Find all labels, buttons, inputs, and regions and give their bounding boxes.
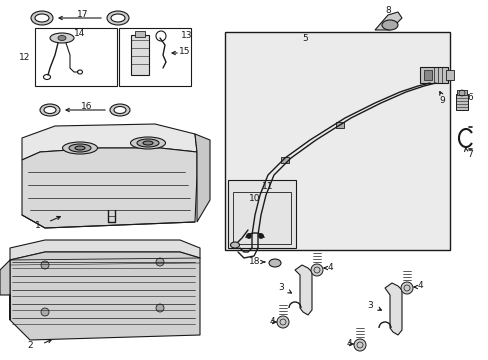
Text: 9: 9 [438, 95, 444, 104]
Ellipse shape [114, 107, 126, 113]
Text: 17: 17 [77, 9, 88, 18]
Text: 2: 2 [27, 342, 33, 351]
Bar [281, 157, 288, 163]
Bar [227, 180, 295, 248]
Ellipse shape [58, 36, 66, 41]
Text: 4: 4 [346, 339, 351, 348]
Polygon shape [0, 260, 10, 320]
Text: 16: 16 [81, 102, 93, 111]
Polygon shape [22, 124, 197, 160]
Polygon shape [10, 252, 200, 340]
Circle shape [156, 258, 163, 266]
Text: 10: 10 [249, 194, 260, 202]
Text: 12: 12 [19, 53, 31, 62]
Circle shape [353, 339, 365, 351]
Bar [35, 28, 117, 86]
Text: 5: 5 [302, 33, 307, 42]
Ellipse shape [44, 107, 56, 113]
Circle shape [258, 234, 263, 239]
Circle shape [41, 261, 49, 269]
Text: 13: 13 [181, 31, 192, 40]
Text: 4: 4 [326, 264, 332, 273]
Text: 18: 18 [249, 257, 260, 266]
Ellipse shape [110, 104, 130, 116]
Circle shape [310, 264, 323, 276]
Text: 15: 15 [179, 46, 190, 55]
Polygon shape [10, 240, 200, 260]
Ellipse shape [230, 242, 239, 248]
Text: 11: 11 [262, 181, 273, 190]
Text: 14: 14 [74, 28, 85, 37]
Ellipse shape [381, 20, 397, 30]
Text: 4: 4 [268, 318, 274, 327]
Bar [131, 35, 149, 75]
Text: 3: 3 [278, 284, 284, 292]
Ellipse shape [69, 144, 91, 152]
Bar [119, 28, 191, 86]
Ellipse shape [268, 259, 281, 267]
Ellipse shape [62, 142, 97, 154]
Bar [232, 192, 290, 244]
Text: 7: 7 [466, 149, 472, 158]
Ellipse shape [31, 11, 53, 25]
Bar [224, 32, 449, 250]
Bar [419, 67, 447, 83]
Ellipse shape [107, 11, 129, 25]
Ellipse shape [75, 146, 85, 150]
Ellipse shape [50, 33, 74, 43]
Bar [423, 70, 431, 80]
Circle shape [156, 304, 163, 312]
Polygon shape [384, 283, 401, 335]
Circle shape [41, 308, 49, 316]
Bar [135, 31, 145, 37]
Circle shape [246, 234, 251, 239]
Text: 8: 8 [385, 5, 390, 14]
Bar [335, 122, 343, 128]
Bar [455, 94, 467, 110]
Bar [224, 32, 449, 250]
Text: 6: 6 [466, 93, 472, 102]
Text: 4: 4 [416, 282, 422, 291]
Bar [456, 90, 466, 95]
Ellipse shape [130, 137, 165, 149]
Ellipse shape [35, 14, 49, 22]
Text: 3: 3 [366, 301, 372, 310]
Polygon shape [22, 148, 197, 228]
Circle shape [400, 282, 412, 294]
Polygon shape [294, 265, 311, 315]
Ellipse shape [142, 141, 153, 145]
Polygon shape [374, 12, 401, 30]
Text: 1: 1 [35, 220, 41, 230]
Circle shape [276, 316, 288, 328]
Ellipse shape [111, 14, 125, 22]
Ellipse shape [137, 139, 159, 147]
Polygon shape [195, 134, 209, 222]
Bar [445, 70, 453, 80]
Ellipse shape [40, 104, 60, 116]
